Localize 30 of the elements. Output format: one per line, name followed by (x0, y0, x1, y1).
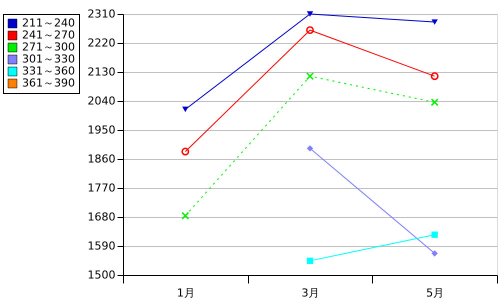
point (181, 212, 190, 220)
x-tick-label: 1月 (176, 286, 195, 300)
legend-label: 331～360 (22, 64, 75, 78)
y-tick-label: 1950 (88, 124, 116, 136)
legend-label: 361～390 (22, 76, 75, 90)
x-tick-label: 3月 (302, 286, 320, 300)
point (430, 98, 439, 106)
y-tick-label: 1590 (88, 240, 116, 252)
y-tick-label: 1500 (88, 268, 116, 282)
y-tick-label: 2040 (88, 94, 116, 108)
legend-label: 271～300 (22, 40, 75, 54)
legend-label: 211～240 (22, 16, 75, 30)
y-tick-label: 1680 (88, 210, 116, 224)
y-tick-label: 2130 (88, 66, 116, 78)
y-tick-label: 1860 (88, 152, 116, 166)
legend-label: 241～270 (22, 28, 75, 42)
point (306, 11, 314, 17)
point (432, 232, 438, 238)
point (306, 26, 314, 34)
point (432, 250, 438, 257)
point (306, 258, 314, 264)
x-tick-label: 5月 (426, 286, 444, 300)
y-tick-label: 2310 (88, 8, 116, 20)
y-tick-label: 2220 (88, 36, 116, 50)
point (306, 145, 314, 152)
point (182, 106, 188, 112)
point (306, 72, 314, 80)
y-tick-label: 1770 (88, 182, 116, 194)
legend-label: 301～330 (22, 52, 75, 66)
point (432, 19, 438, 25)
